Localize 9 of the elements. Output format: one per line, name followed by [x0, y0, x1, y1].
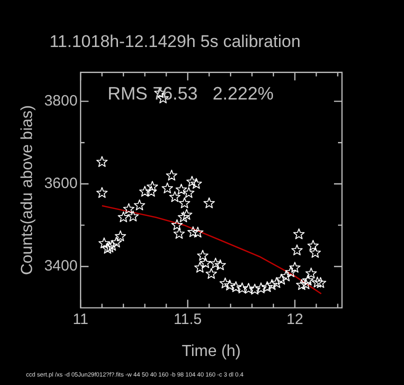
x-axis-title: Time (h) [182, 342, 241, 360]
x-tick-label: 12 [286, 310, 304, 328]
x-tick-label: 11.5 [174, 310, 202, 328]
x-tick-label: 11 [72, 310, 88, 328]
y-axis-title: Counts(adu above bias) [19, 105, 36, 276]
y-tick-label: 3600 [44, 175, 78, 192]
y-tick-label: 3800 [44, 92, 78, 110]
y-tick-label: 3400 [44, 258, 78, 275]
chart-title: 11.1018h-12.1429h 5s calibration [49, 32, 301, 51]
